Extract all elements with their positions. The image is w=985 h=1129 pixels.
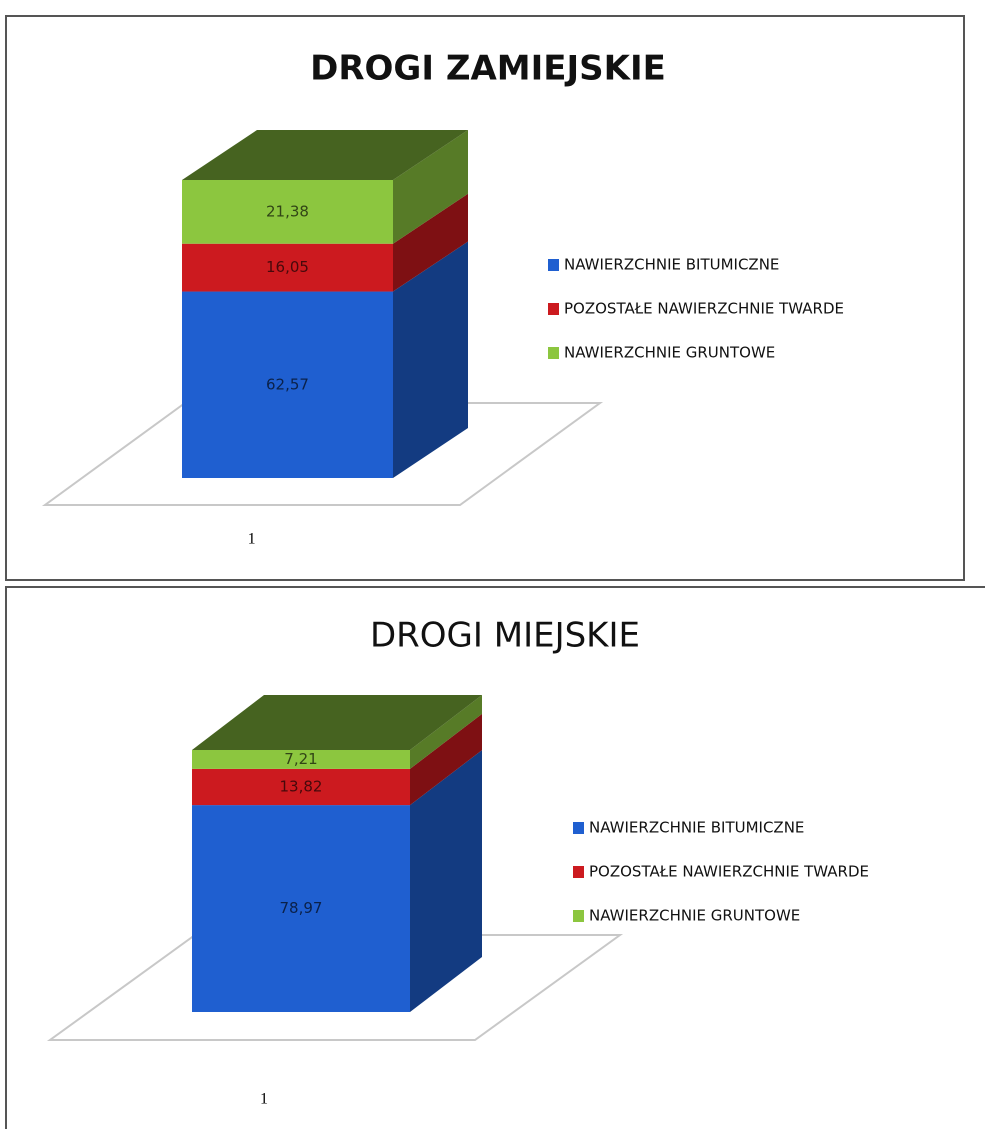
bar-top — [192, 695, 482, 750]
legend-swatch — [548, 303, 559, 315]
legend-swatch — [573, 822, 584, 834]
data-label: 21,38 — [266, 202, 309, 220]
legend-label: NAWIERZCHNIE BITUMICZNE — [589, 819, 804, 837]
legend-swatch — [573, 866, 584, 878]
legend-label: POZOSTAŁE NAWIERZCHNIE TWARDE — [564, 300, 844, 318]
legend-label: NAWIERZCHNIE GRUNTOWE — [589, 907, 800, 925]
data-label: 16,05 — [266, 258, 309, 276]
bar-segment — [182, 291, 393, 478]
bar-segment — [182, 243, 393, 292]
legend-label: NAWIERZCHNIE GRUNTOWE — [564, 344, 775, 362]
chart-title: DROGI MIEJSKIE — [370, 616, 640, 656]
bar-side — [410, 713, 482, 806]
x-tick-label: 1 — [248, 531, 256, 548]
bar-top — [182, 130, 468, 180]
panel-border — [5, 586, 985, 1129]
bar-side — [393, 241, 468, 478]
data-label: 13,82 — [280, 777, 323, 795]
bar-segment — [192, 805, 410, 1012]
legend-swatch — [573, 910, 584, 922]
x-tick-label: 1 — [260, 1091, 268, 1108]
legend-swatch — [548, 259, 559, 271]
bar-segment — [192, 768, 410, 806]
chart-title: DROGI ZAMIEJSKIE — [310, 49, 666, 89]
bar-side — [410, 750, 482, 1012]
bar-segment — [192, 750, 410, 769]
data-label: 7,21 — [284, 750, 317, 768]
bar-side — [393, 193, 468, 292]
data-label: 78,97 — [280, 899, 323, 917]
legend-label: NAWIERZCHNIE BITUMICZNE — [564, 256, 779, 274]
bar-side — [393, 130, 468, 244]
bar-segment — [182, 180, 393, 244]
data-label: 62,57 — [266, 375, 309, 393]
bar-side — [410, 695, 482, 769]
legend-label: POZOSTAŁE NAWIERZCHNIE TWARDE — [589, 863, 869, 881]
legend-swatch — [548, 347, 559, 359]
